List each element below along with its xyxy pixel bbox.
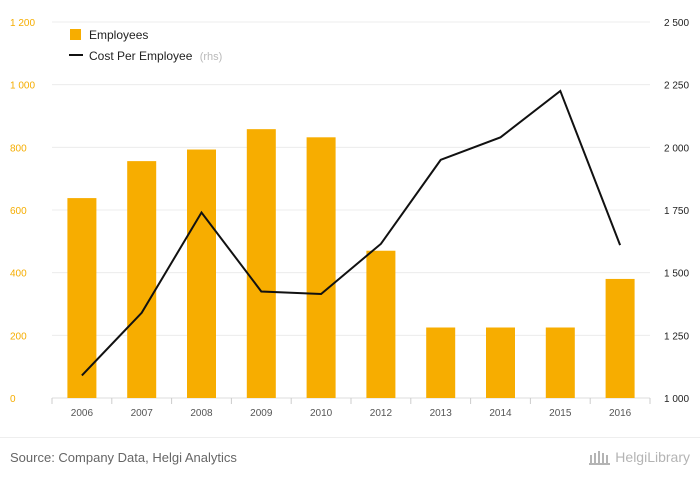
right-tick-label: 2 250 [664,81,689,92]
left-tick-label: 200 [10,331,27,342]
left-tick-label: 1 200 [10,18,35,29]
building-icon [589,451,611,465]
bar-2007 [127,161,157,398]
legend-swatch-employees [70,29,81,40]
bar-2009 [246,129,276,398]
footer-divider [0,437,700,438]
right-tick-label: 2 000 [664,143,689,154]
left-tick-label: 600 [10,206,27,217]
bar-2014 [486,327,515,398]
chart: 2006 2007 2008 2009 2010 2012 2013 2014 2015 2016… [10,18,689,419]
legend-label-cost-per-employee-name: Cost Per Employee [89,49,193,63]
x-tick-label: 2009 [250,408,273,419]
bar-2008 [187,149,216,398]
legend-label-cost-per-employee: Cost Per Employee (rhs) [89,49,222,63]
left-tick-label: 400 [10,269,27,280]
x-tick-label: 2010 [310,408,333,419]
x-tick-label: 2015 [549,408,572,419]
left-tick-label: 0 [10,394,16,405]
x-tick-label: 2006 [71,408,94,419]
legend: Employees Cost Per Employee (rhs) [69,28,222,63]
right-tick-label: 1 500 [664,269,689,280]
x-tick-label: 2012 [370,408,393,419]
right-tick-label: 2 500 [664,18,689,29]
left-tick-label: 1 000 [10,81,35,92]
logo-text: HelgiLibrary [615,449,690,465]
cost-per-employee-polyline [81,89,622,377]
x-tick-label: 2016 [609,408,632,419]
employees-bars [67,129,635,398]
legend-label-rhs: (rhs) [200,51,223,63]
bar-2015 [545,327,575,398]
helgi-library-logo: HelgiLibrary [589,449,690,465]
x-axis: 2006 2007 2008 2009 2010 2012 2013 2014 2015 2016 [51,398,651,419]
x-tick-label: 2013 [430,408,453,419]
bar-2010 [306,137,336,398]
left-tick-label: 800 [10,143,27,154]
x-tick-label: 2014 [489,408,512,419]
x-tick-label: 2008 [190,408,213,419]
right-tick-label: 1 000 [664,394,689,405]
left-y-axis: 0 200 400 600 800 1 000 1 200 [10,18,35,405]
cost-per-employee-line [81,89,622,377]
right-y-axis: 1 000 1 250 1 500 1 750 2 000 2 250 2 500 [664,18,689,405]
bar-2016 [605,278,635,398]
x-tick-label: 2007 [131,408,154,419]
right-tick-label: 1 750 [664,206,689,217]
bar-2006 [67,198,97,398]
bar-2013 [426,327,456,398]
bar-2012 [366,250,396,398]
legend-label-employees: Employees [89,28,148,42]
source-note: Source: Company Data, Helgi Analytics [10,450,237,465]
right-tick-label: 1 250 [664,331,689,342]
